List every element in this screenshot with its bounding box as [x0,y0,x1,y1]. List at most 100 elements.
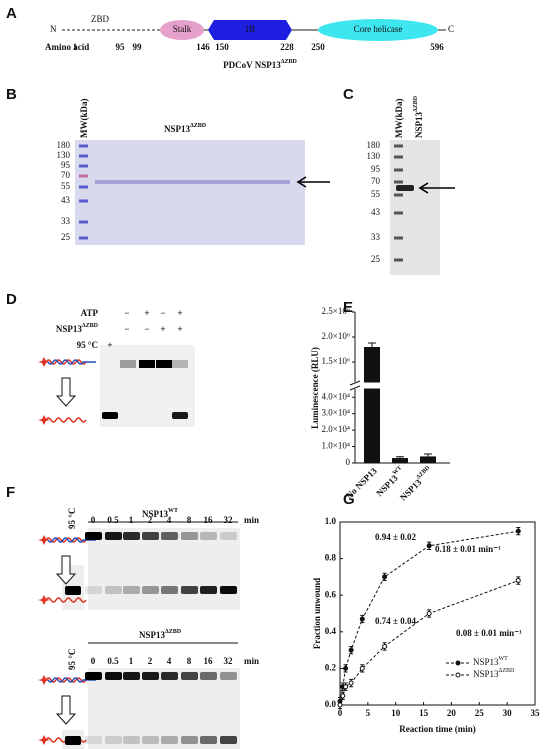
position: 596 [430,42,444,52]
gel-band [105,672,122,680]
substrate-icons [38,357,96,745]
point [337,702,343,708]
y-tick-label: 1.0 [325,516,337,526]
error-bar [368,342,376,347]
marker-label: 33 [61,216,71,226]
y-tick-label: 2.5×10⁶ [322,306,350,316]
time-label: 32 [224,515,234,525]
position: 1 [73,42,78,52]
star [38,415,50,425]
position: 250 [311,42,325,52]
sign: + [177,308,182,318]
enzyme-label-sup: WT [168,508,178,514]
y-tick-label: 4.0×10⁴ [322,391,350,401]
sign: + [177,324,182,334]
strand [45,597,87,603]
marker-label: 180 [367,140,381,150]
enzyme-label-main: NSP13 [139,630,166,640]
point [515,578,521,584]
point [343,684,349,690]
gel-band [161,736,178,744]
point [515,528,521,534]
gel-band [102,412,118,419]
position: 95 [116,42,126,52]
caption-main: PDCoV NSP13 [223,60,281,70]
strand [47,537,96,543]
strand [47,359,96,365]
marker-label: 25 [61,232,71,242]
error-bar [424,453,432,457]
x-tick-label: No NSP13 [344,465,379,500]
marker-label: 130 [367,151,381,161]
gel-band [123,586,140,594]
arrow [296,176,330,188]
time-label: 8 [187,515,192,525]
bar [364,347,380,463]
marker-label: 180 [57,140,71,150]
marker-label: 55 [61,181,71,191]
marker-band [394,211,403,215]
sign: − [160,308,165,318]
time-label: 0.5 [107,515,119,525]
marker-label: 95 [371,164,381,174]
point [359,665,365,671]
enzyme-label: NSP13ΔZBD [139,629,182,640]
x-axis-label: Reaction time (min) [399,724,475,734]
gel-band [172,360,188,368]
x-tick-label-sup: WT [392,465,403,476]
point [382,643,388,649]
gel-band [220,532,237,540]
strand [47,677,96,683]
time-label: 0 [91,515,96,525]
star [38,735,50,745]
gel-band [85,736,102,744]
gel-band [142,532,159,540]
1b-domain [208,20,292,40]
gel-band [85,672,102,680]
gel-band [161,586,178,594]
hollow-arrow [55,555,77,585]
gel-band [139,360,155,368]
marker-label: 43 [61,195,71,205]
x-tick-label: 35 [531,708,541,718]
x-tick-label: 30 [503,708,513,718]
panel-label: B [6,86,17,103]
bar [420,456,436,463]
axis-break [351,382,391,389]
sign: − [144,324,149,334]
domain-label: ZBD [91,14,110,24]
gel-band [105,586,122,594]
x-tick-label-main: No NSP13 [344,465,379,500]
panel-label: F [6,484,15,501]
sign: + [160,324,165,334]
gel-band [181,586,198,594]
time-label: 2 [148,515,153,525]
caption: PDCoV NSP13ΔZBD [223,59,297,70]
gel-band [142,586,159,594]
gel-band [200,586,217,594]
marker-band [394,168,403,172]
row-label-main: 95 °C [77,340,98,350]
gel-band [181,532,198,540]
y-tick-label: 1.5×10⁶ [322,356,350,366]
gel-band [396,185,414,191]
axis-label: Amino acid [45,42,89,52]
marker-band [394,258,403,262]
marker-band [79,174,88,178]
marker-label: 55 [371,189,381,199]
mw-label: MW(kDa) [79,99,89,139]
gel-band [123,672,140,680]
stalk-domain [160,20,204,40]
row-label: 95 °C [77,340,98,350]
marker-band [394,193,403,197]
domain-label: Core helicase [354,24,403,34]
x-tick-label: 20 [447,708,457,718]
bar [392,458,408,463]
unit: min [244,515,259,525]
lane-label: NSP13ΔZBD [413,95,424,138]
panel-label: E [343,299,353,316]
marker-band [79,220,88,224]
row-label-sup: ΔZBD [82,323,99,329]
core-helicase-domain [318,19,438,41]
